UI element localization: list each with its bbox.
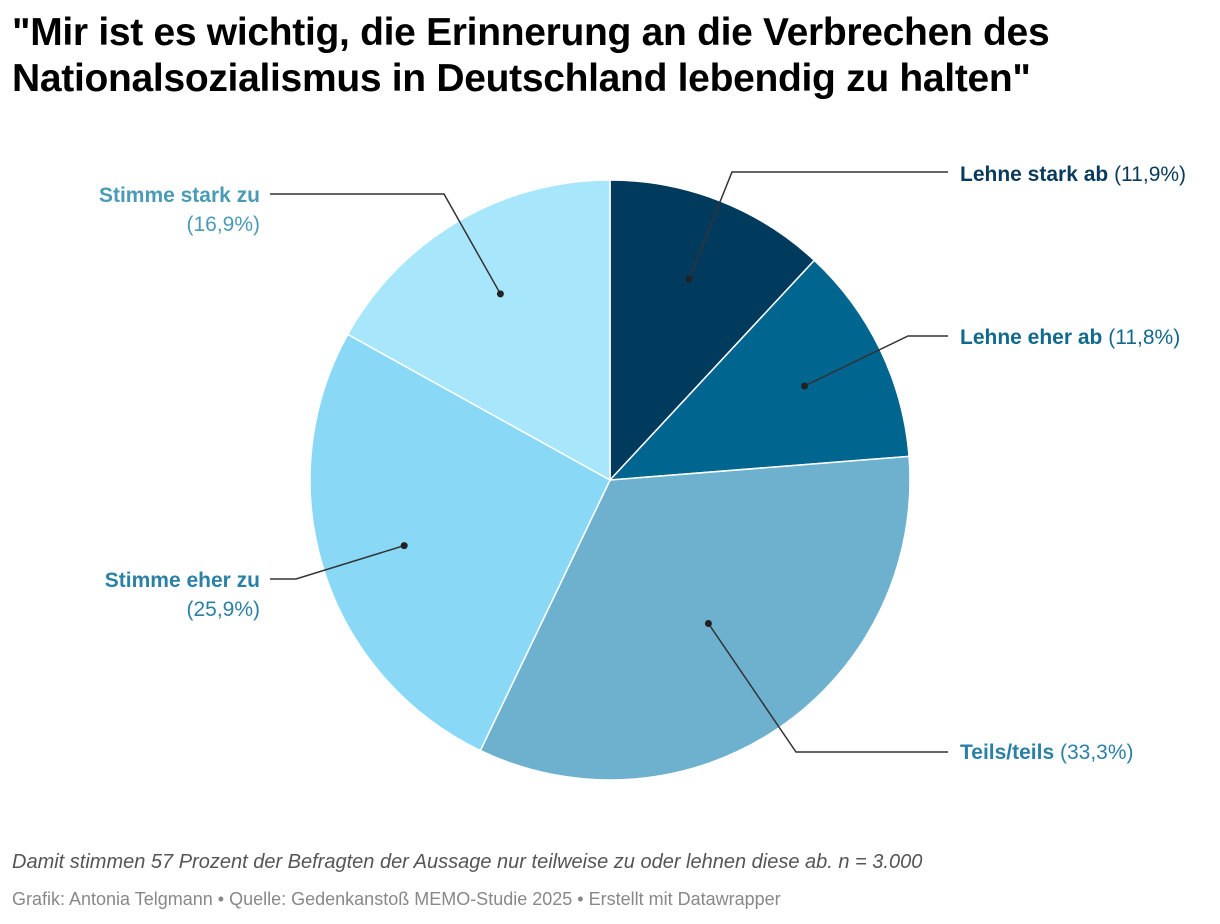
slice-label-value-3: (33,3%) — [1054, 741, 1133, 764]
slice-label-3: Teils/teils (33,3%) — [960, 741, 1134, 764]
slice-label-2: Lehne eher ab (11,8%) — [960, 326, 1180, 349]
slice-label-name-2: Lehne eher ab — [960, 326, 1102, 349]
slice-label-value-5: (16,9%) — [186, 213, 260, 236]
slice-label-1: Lehne stark ab (11,9%) — [960, 163, 1186, 186]
leader-dot-5 — [496, 290, 504, 298]
slice-label-value-4: (25,9%) — [186, 598, 260, 621]
leader-line-2 — [804, 335, 948, 387]
slice-label-name-5: Stimme stark zu — [99, 184, 260, 207]
chart-credit: Grafik: Antonia Telgmann • Quelle: Geden… — [12, 889, 781, 909]
leader-dot-2 — [801, 382, 808, 390]
slice-label-name-4: Stimme eher zu — [105, 569, 260, 592]
chart-title: "Mir ist es wichtig, die Erinnerung an d… — [12, 11, 1050, 100]
slice-label-4: Stimme eher zu (25,9%) — [105, 569, 260, 621]
slice-label-value-2: (11,8%) — [1102, 326, 1180, 349]
leader-line-4 — [270, 544, 405, 580]
chart-note: Damit stimmen 57 Prozent der Befragten d… — [12, 851, 923, 873]
leader-line-1 — [688, 171, 948, 280]
slice-label-value-1: (11,9%) — [1108, 163, 1186, 186]
leader-dot-3 — [704, 620, 712, 627]
leader-line-3 — [707, 623, 948, 753]
leader-dot-4 — [400, 542, 408, 550]
leader-dot-1 — [685, 275, 693, 283]
slice-label-5: Stimme stark zu (16,9%) — [99, 184, 260, 236]
slice-label-name-1: Lehne stark ab — [960, 163, 1108, 186]
pie-slice-5 — [346, 179, 611, 482]
slice-label-name-3: Teils/teils — [960, 741, 1054, 764]
leader-line-5 — [270, 193, 502, 295]
